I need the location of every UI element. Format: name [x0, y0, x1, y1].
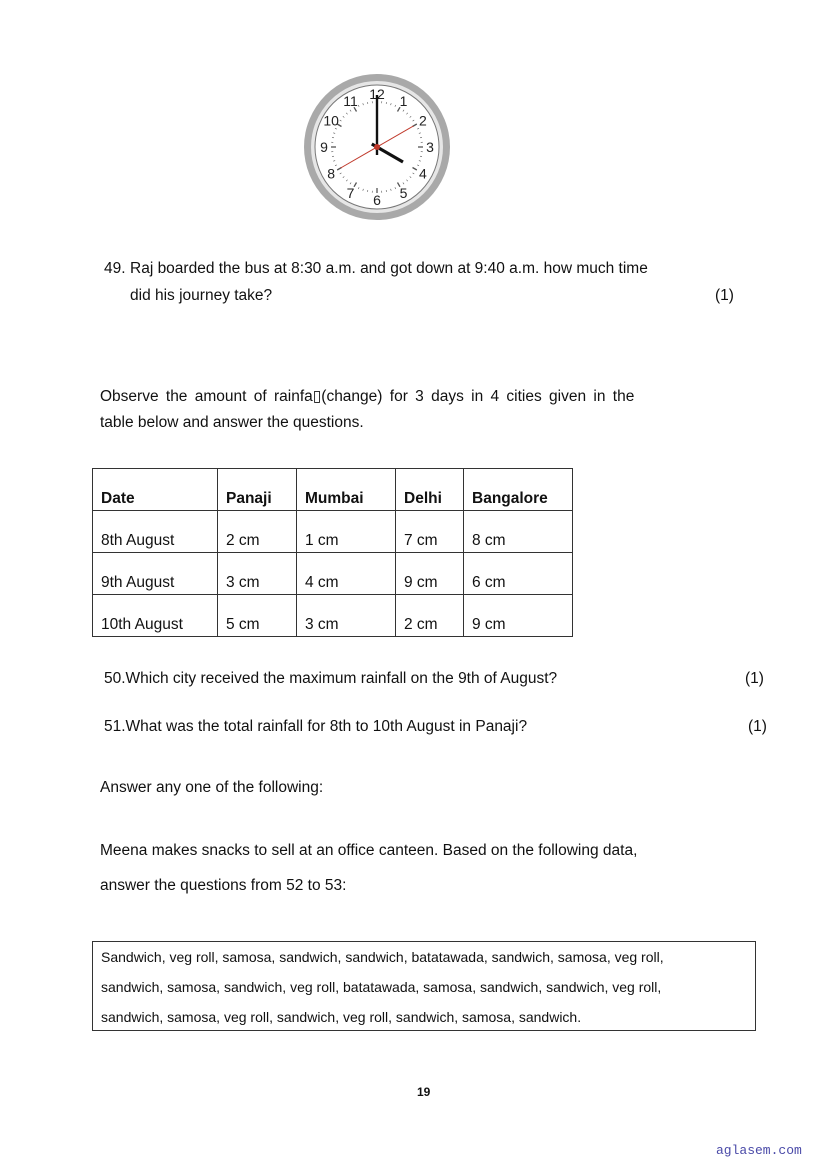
q49-text-line2: did his journey take?	[130, 287, 273, 304]
cell: 4 cm	[296, 552, 396, 595]
cell: 6 cm	[463, 552, 573, 595]
q50-marks: (1)	[745, 670, 764, 687]
table-row: 10th August 5 cm 3 cm 2 cm 9 cm	[92, 594, 573, 637]
watermark: aglasem.com	[716, 1143, 802, 1158]
clock-number: 2	[419, 113, 427, 129]
clock-tick	[409, 115, 412, 118]
table-header-row: Date Panaji Mumbai Delhi Bangalore	[92, 468, 573, 511]
clock-number: 5	[400, 185, 408, 201]
cell: 5 cm	[217, 594, 297, 637]
clock-tick	[362, 188, 364, 191]
clock-center	[374, 144, 380, 150]
clock-tick	[345, 112, 348, 115]
clock-tick	[334, 164, 337, 166]
clock-tick	[409, 176, 412, 179]
table-row: 8th August 2 cm 1 cm 7 cm 8 cm	[92, 510, 573, 553]
clock-tick	[394, 104, 396, 107]
clock-tick	[349, 182, 352, 185]
header-cell: Bangalore	[463, 468, 573, 511]
q49-text-line1: Raj boarded the bus at 8:30 a.m. and got…	[130, 260, 648, 277]
clock-tick	[406, 179, 409, 182]
snacks-line: sandwich, samosa, veg roll, sandwich, ve…	[101, 1009, 582, 1025]
meena-line2: answer the questions from 52 to 53:	[100, 877, 347, 894]
page-number: 19	[417, 1085, 431, 1099]
clock-tick	[333, 132, 336, 134]
clock-tick	[339, 119, 342, 122]
clock-tick	[418, 160, 421, 162]
clock-tick	[417, 164, 420, 166]
q51-text: 51.What was the total rainfall for 8th t…	[104, 718, 528, 735]
clock-number: 6	[373, 192, 381, 208]
clock-number: 4	[419, 166, 427, 182]
clock-tick	[396, 106, 401, 112]
clock-number: 12	[369, 86, 385, 102]
cell: 7 cm	[395, 510, 464, 553]
choice-instruction: Answer any one of the following:	[100, 779, 324, 796]
clock-number: 8	[327, 166, 335, 182]
q49-marks: (1)	[715, 287, 734, 304]
table-row: 9th August 3 cm 4 cm 9 cm 6 cm	[92, 552, 573, 595]
clock-number: 9	[320, 139, 328, 155]
header-cell: Date	[92, 468, 218, 511]
snacks-line: sandwich, samosa, sandwich, veg roll, ba…	[101, 979, 662, 995]
intro-line2: table below and answer the questions.	[100, 414, 364, 431]
q50-text: 50.Which city received the maximum rainf…	[104, 670, 558, 687]
header-cell: Delhi	[395, 468, 464, 511]
cell: 3 cm	[217, 552, 297, 595]
clock-tick	[358, 187, 360, 190]
cell: 8 cm	[463, 510, 573, 553]
clock-tick	[342, 176, 345, 179]
clock-tick	[394, 187, 396, 190]
clock-tick	[412, 119, 415, 122]
cell: 9th August	[92, 552, 218, 595]
clock-tick	[362, 103, 364, 106]
clock-tick	[412, 166, 418, 171]
cell: 8th August	[92, 510, 218, 553]
cell: 10th August	[92, 594, 218, 637]
clock-tick	[390, 103, 392, 106]
clock-number: 11	[343, 93, 358, 109]
clock-tick	[418, 132, 421, 134]
clock-tick	[390, 188, 392, 191]
clock-number: 1	[400, 93, 408, 109]
clock-number: 7	[347, 185, 355, 201]
clock-tick	[417, 128, 420, 130]
header-cell: Mumbai	[296, 468, 396, 511]
clock-tick	[358, 104, 360, 107]
intro-line1: Observe the amount of rainfa▯(change) fo…	[100, 388, 635, 405]
header-cell: Panaji	[217, 468, 297, 511]
snacks-data-box: Sandwich, veg roll, samosa, sandwich, sa…	[92, 941, 756, 1031]
clock-tick	[402, 109, 405, 112]
cell: 1 cm	[296, 510, 396, 553]
cell: 9 cm	[463, 594, 573, 637]
rainfall-table: Date Panaji Mumbai Delhi Bangalore 8th A…	[92, 468, 573, 637]
clock-tick	[353, 106, 358, 112]
clock-tick	[402, 182, 405, 185]
clock-tick	[336, 123, 342, 128]
clock-number: 3	[426, 139, 434, 155]
clock-tick	[353, 182, 358, 188]
clock-tick	[339, 172, 342, 175]
q51-marks: (1)	[748, 718, 767, 735]
clock-tick	[349, 109, 352, 112]
clock-tick	[342, 115, 345, 118]
clock-number: 10	[323, 113, 339, 129]
snacks-line: Sandwich, veg roll, samosa, sandwich, sa…	[101, 949, 664, 965]
cell: 2 cm	[217, 510, 297, 553]
clock-tick	[406, 112, 409, 115]
clock-tick	[396, 182, 401, 188]
cell: 3 cm	[296, 594, 396, 637]
clock-tick	[345, 179, 348, 182]
meena-line1: Meena makes snacks to sell at an office …	[100, 842, 638, 859]
cell: 9 cm	[395, 552, 464, 595]
clock-tick	[334, 128, 337, 130]
clock-tick	[412, 172, 415, 175]
cell: 2 cm	[395, 594, 464, 637]
clock-tick	[333, 160, 336, 162]
q49-number: 49.	[104, 260, 126, 277]
